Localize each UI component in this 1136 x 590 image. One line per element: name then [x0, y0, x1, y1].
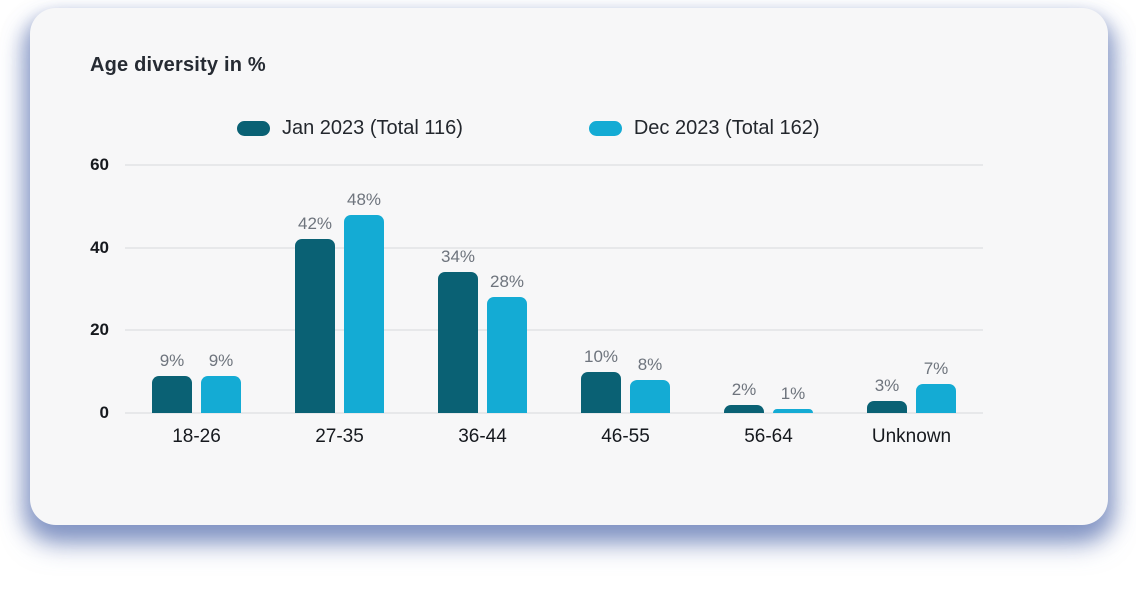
bar-wrap: 8%	[630, 165, 670, 413]
bar-pair: 2% 1%	[724, 165, 813, 413]
y-tick-label-20: 20	[90, 320, 109, 340]
bar-wrap: 7%	[916, 165, 956, 413]
value-label: 9%	[208, 350, 234, 370]
bar-group-unknown: 3% 7% Unknown	[840, 165, 983, 447]
bar-wrap: 9%	[152, 165, 192, 413]
legend-label-dec-2023: Dec 2023 (Total 162)	[633, 117, 820, 139]
y-tick-label-0: 0	[99, 403, 109, 422]
x-category-label-36-44: 36-44	[458, 426, 507, 447]
value-label: 7%	[923, 359, 949, 379]
x-category-label-unknown: Unknown	[871, 426, 952, 447]
bar-jan-46-55	[581, 371, 621, 413]
bar-group-56-64: 2% 1% 56-64	[697, 165, 840, 447]
bar-group-36-44: 34% 28% 36-44	[411, 165, 554, 447]
value-label: 48%	[346, 189, 382, 209]
bar-wrap: 9%	[201, 165, 241, 413]
bar-dec-27-35	[344, 214, 384, 413]
bar-wrap: 34%	[438, 165, 478, 413]
x-category-label-46-55: 46-55	[601, 426, 650, 447]
bar-jan-18-26	[152, 375, 192, 413]
bar-jan-56-64	[724, 404, 764, 413]
bar-wrap: 3%	[867, 165, 907, 413]
value-label: 8%	[637, 354, 663, 374]
value-label: 34%	[440, 247, 476, 267]
bar-pair: 10% 8%	[581, 165, 670, 413]
bar-dec-unknown	[916, 384, 956, 413]
bar-dec-56-64	[773, 408, 813, 413]
gridline-40	[125, 246, 983, 249]
value-label: 2%	[731, 379, 757, 399]
bar-pair: 9% 9%	[152, 165, 241, 413]
bar-pair: 3% 7%	[867, 165, 956, 413]
chart-legend: Jan 2023 (Total 116) Dec 2023 (Total 162…	[237, 117, 820, 140]
value-label: 10%	[583, 346, 619, 366]
value-label: 1%	[780, 383, 806, 403]
y-tick-label-40: 40	[90, 237, 109, 257]
bar-group-46-55: 10% 8% 46-55	[554, 165, 697, 447]
bar-group-27-35: 42% 48% 27-35	[268, 165, 411, 447]
value-label: 3%	[874, 375, 900, 395]
bar-jan-unknown	[867, 400, 907, 413]
bar-wrap: 10%	[581, 165, 621, 413]
bar-dec-18-26	[201, 375, 241, 413]
legend-swatch-dec-2023	[588, 121, 622, 136]
bar-pair: 34% 28%	[438, 165, 527, 413]
legend-item-dec-2023: Dec 2023 (Total 162)	[588, 117, 820, 140]
x-category-label-18-26: 18-26	[172, 426, 221, 447]
bar-wrap: 1%	[773, 165, 813, 413]
bar-pair: 42% 48%	[295, 165, 384, 413]
x-category-label-27-35: 27-35	[315, 426, 364, 447]
bar-wrap: 42%	[295, 165, 335, 413]
bar-dec-36-44	[487, 297, 527, 413]
value-label: 28%	[489, 272, 525, 292]
bar-groups: 9% 9% 18-26 42% 48% 27-35 34% 28% 36-44 10% 8% 46-5…	[125, 165, 983, 447]
value-label: 42%	[297, 214, 333, 234]
legend-swatch-jan-2023	[237, 121, 270, 136]
bar-group-18-26: 9% 9% 18-26	[125, 165, 268, 447]
y-tick-label-60: 60	[90, 155, 109, 174]
chart-title: Age diversity in %	[90, 54, 266, 76]
x-category-label-56-64: 56-64	[744, 426, 793, 447]
legend-item-jan-2023: Jan 2023 (Total 116)	[237, 117, 463, 140]
chart-card: Age diversity in % Jan 2023 (Total 116) …	[30, 8, 1108, 525]
value-label: 9%	[159, 350, 185, 370]
gridline-60	[125, 164, 983, 166]
legend-label-jan-2023: Jan 2023 (Total 116)	[282, 117, 463, 139]
plot-area: 9% 9% 18-26 42% 48% 27-35 34% 28% 36-44 10% 8% 46-5…	[90, 155, 983, 447]
bar-wrap: 2%	[724, 165, 764, 413]
bar-wrap: 28%	[487, 165, 527, 413]
bar-wrap: 48%	[344, 165, 384, 413]
bar-jan-36-44	[438, 272, 478, 413]
gridline-0	[125, 412, 983, 414]
gridline-20	[125, 329, 983, 332]
bar-dec-46-55	[630, 379, 670, 413]
bar-jan-27-35	[295, 239, 335, 413]
